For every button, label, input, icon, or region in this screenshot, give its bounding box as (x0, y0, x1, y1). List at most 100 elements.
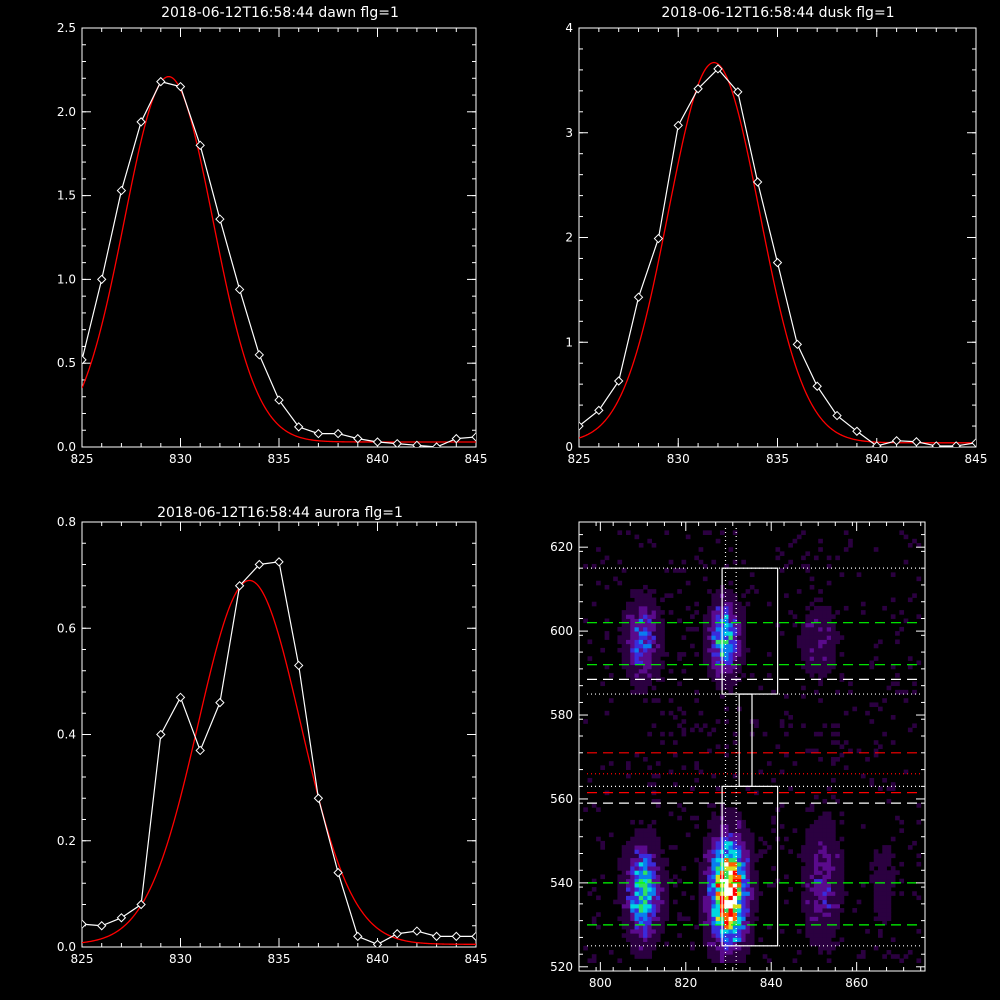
heatmap-cell (766, 958, 772, 964)
heatmap-cell (724, 941, 729, 947)
data-point (136, 899, 146, 910)
y-tick-label: 1 (565, 335, 573, 349)
heatmap-cell (728, 635, 734, 640)
heatmap-cell (878, 857, 883, 863)
x-tick-label: 835 (268, 452, 291, 466)
heatmap-cell (749, 908, 755, 913)
heatmap-cell (660, 924, 665, 930)
heatmap-cell (638, 656, 644, 661)
heatmap-cell (826, 941, 832, 947)
heatmap-cell (702, 895, 708, 901)
heatmap-cell (749, 836, 755, 842)
data-point (116, 185, 127, 196)
heatmap-cell (711, 656, 717, 661)
heatmap-cell (835, 878, 840, 884)
heatmap-cell (707, 668, 712, 674)
heatmap-cell (741, 945, 746, 951)
heatmap-cell (711, 937, 717, 943)
heatmap-cell (749, 895, 755, 901)
heatmap-cell (677, 878, 682, 884)
heatmap-cell (600, 559, 606, 565)
heatmap-cell (724, 752, 729, 758)
heatmap-cell (890, 870, 896, 875)
heatmap-cell (651, 941, 657, 947)
heatmap-cell (822, 639, 828, 645)
heatmap-cell (826, 664, 832, 670)
heatmap-cell (625, 849, 631, 854)
heatmap-cell (882, 920, 887, 926)
heatmap-cell (698, 878, 704, 884)
heatmap-cell (835, 920, 840, 926)
heatmap-cell (715, 874, 721, 880)
heatmap-cell (617, 899, 623, 905)
heatmap-cell (724, 924, 729, 930)
heatmap-cell (715, 941, 721, 947)
heatmap-cell (890, 878, 896, 884)
heatmap-cell (801, 853, 806, 859)
heatmap-cell (818, 874, 823, 880)
heatmap-cell (818, 605, 823, 611)
heatmap-cell (728, 866, 734, 871)
heatmap-cell (647, 828, 653, 833)
heatmap-cell (839, 752, 845, 758)
heatmap-cell (707, 920, 712, 926)
heatmap-cell (728, 811, 734, 817)
heatmap-cell (878, 916, 883, 922)
heatmap-cell (647, 941, 653, 947)
heatmap-cell (621, 857, 627, 863)
heatmap-cell (647, 622, 653, 628)
heatmap-cell (702, 576, 708, 582)
heatmap-cell (664, 941, 670, 947)
heatmap-cell (754, 857, 759, 863)
panel-1-title: 2018-06-12T16:58:44 dawn flg=1 (161, 5, 399, 21)
heatmap-cell (621, 639, 627, 645)
heatmap-cell (728, 673, 734, 678)
heatmap-cell (766, 924, 772, 930)
heatmap-cell (711, 773, 717, 779)
heatmap-cell (711, 593, 717, 598)
heatmap-cell (647, 920, 653, 926)
heatmap-cell (754, 903, 759, 909)
heatmap-cell (724, 643, 729, 649)
heatmap-cell (809, 933, 815, 938)
heatmap-cell (732, 731, 738, 737)
heatmap-cell (813, 622, 819, 628)
data-point (733, 87, 743, 97)
heatmap-cell (715, 954, 721, 959)
heatmap-cell (737, 849, 742, 854)
heatmap-cell (724, 853, 729, 859)
heatmap-cell (822, 857, 828, 863)
heatmap-cell (779, 719, 785, 724)
data-point (451, 433, 462, 444)
heatmap-cell (724, 647, 729, 653)
heatmap-cell (749, 853, 755, 859)
heatmap-cell (715, 853, 721, 859)
heatmap-cell (882, 878, 887, 884)
heatmap-cell (643, 647, 648, 653)
heatmap-cell (647, 626, 653, 632)
heatmap-cell (732, 908, 738, 913)
heatmap-cell (826, 555, 832, 561)
heatmap-cell (805, 903, 811, 909)
heatmap-cell (698, 710, 704, 716)
heatmap-cell (634, 836, 640, 842)
heatmap-cell (878, 870, 883, 875)
heatmap-cell (617, 635, 623, 640)
heatmap-cell (694, 652, 699, 657)
heatmap-cell (741, 954, 746, 959)
heatmap-cell (630, 819, 635, 825)
heatmap-cell (651, 698, 657, 703)
heatmap-cell (801, 643, 806, 649)
heatmap-cell (805, 874, 811, 880)
heatmap-cell (707, 950, 712, 955)
heatmap-cell (664, 878, 670, 884)
heatmap-cell (745, 589, 751, 594)
heatmap-cell (818, 538, 823, 544)
heatmap-cell (698, 916, 704, 922)
data-point (274, 395, 284, 405)
heatmap-cell (728, 819, 734, 825)
heatmap-cell (634, 673, 640, 678)
heatmap-cell (822, 828, 828, 833)
heatmap-cell (822, 811, 828, 817)
heatmap-cell (839, 908, 845, 913)
